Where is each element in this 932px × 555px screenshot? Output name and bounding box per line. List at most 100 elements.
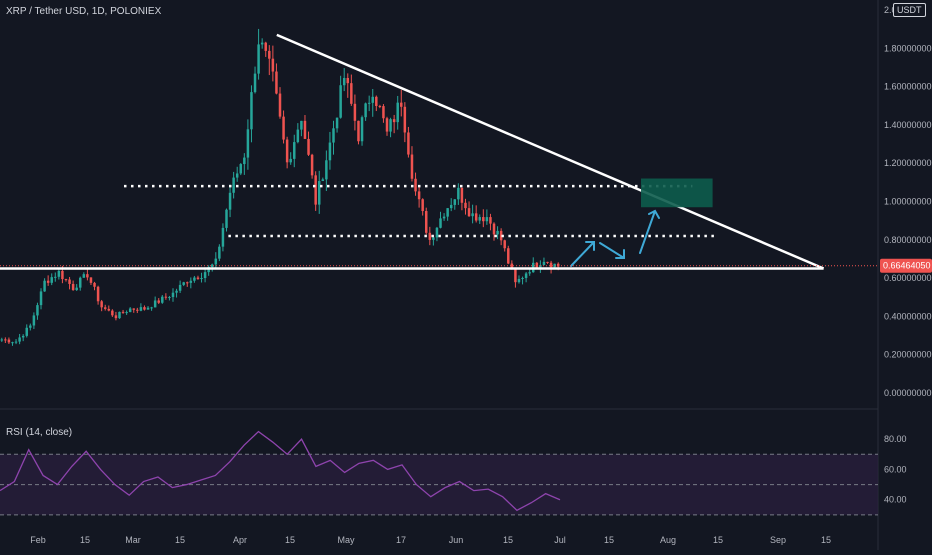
candle-body[interactable] <box>553 263 556 268</box>
candle-body[interactable] <box>57 270 61 277</box>
candle-body[interactable] <box>282 116 285 140</box>
target-box[interactable] <box>641 178 713 208</box>
candle-body[interactable] <box>43 280 46 292</box>
candle-body[interactable] <box>367 102 371 104</box>
candle-body[interactable] <box>507 248 510 264</box>
candle-body[interactable] <box>54 276 57 278</box>
candle-body[interactable] <box>478 217 481 221</box>
candle-body[interactable] <box>189 280 193 283</box>
candle-body[interactable] <box>339 85 342 118</box>
candle-body[interactable] <box>464 202 467 209</box>
candle-body[interactable] <box>382 106 385 119</box>
candle-body[interactable] <box>407 132 410 155</box>
candle-body[interactable] <box>421 199 424 212</box>
candle-body[interactable] <box>82 274 86 278</box>
candle-body[interactable] <box>235 173 239 178</box>
candle-body[interactable] <box>474 213 478 221</box>
candle-body[interactable] <box>18 337 21 342</box>
candle-body[interactable] <box>260 42 264 45</box>
candle-body[interactable] <box>300 120 303 130</box>
candle-body[interactable] <box>521 277 524 279</box>
candle-body[interactable] <box>64 279 68 281</box>
candle-body[interactable] <box>514 268 517 283</box>
candle-body[interactable] <box>285 139 289 163</box>
candle-body[interactable] <box>118 311 121 319</box>
candle-body[interactable] <box>175 290 178 293</box>
candle-body[interactable] <box>89 277 93 283</box>
candle-body[interactable] <box>29 325 32 328</box>
candle-body[interactable] <box>186 282 189 284</box>
candle-body[interactable] <box>485 217 489 222</box>
candle-body[interactable] <box>146 307 150 310</box>
candle-body[interactable] <box>489 217 492 224</box>
candle-body[interactable] <box>385 118 389 132</box>
candle-body[interactable] <box>157 300 160 303</box>
candle-body[interactable] <box>250 92 253 130</box>
candle-body[interactable] <box>417 191 421 200</box>
candle-body[interactable] <box>371 96 374 103</box>
candle-body[interactable] <box>410 154 414 179</box>
candle-body[interactable] <box>535 262 539 268</box>
candle-body[interactable] <box>225 209 228 228</box>
candle-body[interactable] <box>193 277 196 281</box>
candle-body[interactable] <box>446 208 449 217</box>
candle-body[interactable] <box>303 120 307 139</box>
candle-body[interactable] <box>275 71 278 94</box>
candle-body[interactable] <box>396 102 399 123</box>
candle-body[interactable] <box>111 310 114 316</box>
candle-body[interactable] <box>0 339 4 341</box>
candle-body[interactable] <box>325 160 328 180</box>
candle-body[interactable] <box>86 274 89 278</box>
candle-body[interactable] <box>321 179 325 182</box>
candle-body[interactable] <box>317 181 321 205</box>
candle-body[interactable] <box>542 261 546 266</box>
candle-body[interactable] <box>143 307 146 310</box>
candle-body[interactable] <box>556 263 560 267</box>
candle-body[interactable] <box>239 164 243 174</box>
candle-body[interactable] <box>182 282 185 285</box>
candle-body[interactable] <box>75 287 78 291</box>
candle-body[interactable] <box>125 312 128 314</box>
candle-body[interactable] <box>314 175 317 205</box>
candle-body[interactable] <box>496 230 499 235</box>
candle-body[interactable] <box>14 341 18 343</box>
candle-body[interactable] <box>103 307 107 309</box>
candle-body[interactable] <box>164 296 168 298</box>
candle-body[interactable] <box>243 157 246 165</box>
candle-body[interactable] <box>353 103 357 121</box>
candle-body[interactable] <box>439 218 442 228</box>
candle-body[interactable] <box>178 284 182 291</box>
candle-body[interactable] <box>128 308 132 313</box>
candle-body[interactable] <box>528 272 531 274</box>
candle-body[interactable] <box>424 211 428 233</box>
candle-body[interactable] <box>335 117 339 129</box>
candle-body[interactable] <box>428 232 432 240</box>
candle-body[interactable] <box>203 272 207 279</box>
candle-body[interactable] <box>332 128 335 143</box>
candle-body[interactable] <box>400 102 403 107</box>
candle-body[interactable] <box>61 270 64 280</box>
candle-body[interactable] <box>11 342 14 344</box>
candle-body[interactable] <box>50 277 53 283</box>
candle-body[interactable] <box>378 105 382 107</box>
candle-body[interactable] <box>364 103 367 118</box>
candle-body[interactable] <box>232 177 235 193</box>
candle-body[interactable] <box>499 230 503 241</box>
candle-body[interactable] <box>100 301 103 308</box>
candle-body[interactable] <box>392 119 396 123</box>
candle-body[interactable] <box>328 142 332 161</box>
candle-body[interactable] <box>471 213 474 217</box>
candle-body[interactable] <box>93 282 96 287</box>
candle-body[interactable] <box>350 83 353 104</box>
candle-body[interactable] <box>549 262 553 268</box>
candle-body[interactable] <box>524 273 528 278</box>
candle-body[interactable] <box>293 142 296 159</box>
candle-body[interactable] <box>221 227 225 247</box>
candle-body[interactable] <box>457 187 460 200</box>
candle-body[interactable] <box>296 129 300 143</box>
candle-body[interactable] <box>271 58 275 72</box>
candle-body[interactable] <box>246 129 250 158</box>
candle-body[interactable] <box>96 286 100 302</box>
candle-body[interactable] <box>539 265 542 268</box>
